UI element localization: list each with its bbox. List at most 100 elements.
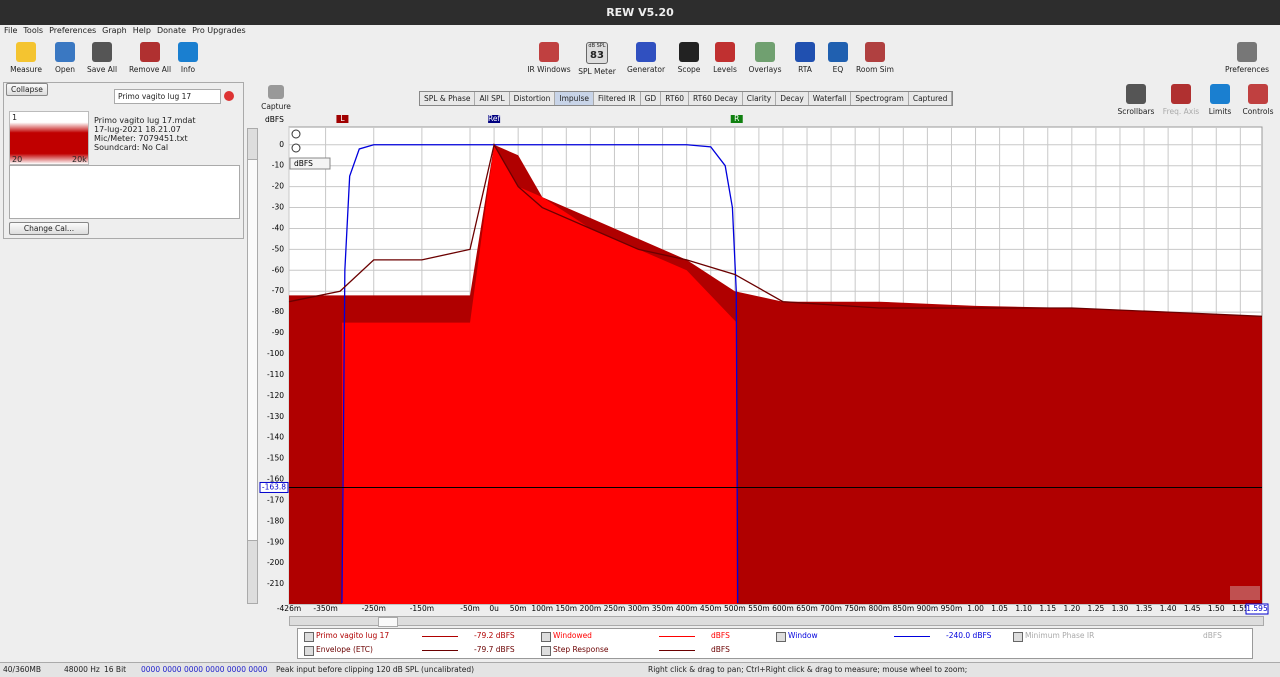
legend-name: Envelope (ETC) [316, 645, 373, 654]
v-scrollbar[interactable] [247, 128, 258, 604]
y-tick-label: 0 [279, 140, 284, 149]
x-tick-label: 450m [700, 604, 722, 613]
cursor-label: -163.8 [262, 482, 286, 491]
tool-button[interactable]: Open [52, 42, 78, 74]
menu-item[interactable]: Tools [23, 26, 44, 35]
legend-line [659, 636, 695, 637]
x-tick-label: 1.45 [1184, 604, 1201, 613]
x-tick-label: 800m [868, 604, 890, 613]
x-tick-label: 1.10 [1015, 604, 1032, 613]
tab[interactable]: Decay [776, 92, 809, 105]
tool-button[interactable]: Save All [78, 42, 126, 74]
h-scrollbar[interactable] [289, 616, 1264, 627]
menu-item[interactable]: Preferences [49, 26, 97, 35]
tool-button[interactable]: Freq. Axis [1160, 84, 1202, 116]
tool-button[interactable]: Overlays [744, 42, 786, 76]
tool-button[interactable]: Controls [1238, 84, 1278, 116]
icon [636, 42, 656, 62]
menu-item[interactable]: File [4, 26, 18, 35]
legend-check[interactable] [1013, 632, 1023, 642]
label: Levels [713, 65, 737, 74]
icon [715, 42, 735, 62]
tab[interactable]: SPL & Phase [420, 92, 476, 105]
name-field[interactable]: Primo vagito lug 17 [114, 89, 221, 104]
menu-item[interactable]: Pro Upgrades [192, 26, 246, 35]
tool-button[interactable]: Scope [672, 42, 706, 76]
x-tick-label: 1.05 [991, 604, 1008, 613]
tool-button[interactable]: IR Windows [524, 42, 574, 76]
tab[interactable]: GD [641, 92, 662, 105]
x-tick-label: -426m [277, 604, 301, 613]
remove-icon[interactable] [224, 91, 234, 101]
tab[interactable]: Filtered IR [594, 92, 641, 105]
thumb-label: 20 [12, 155, 23, 164]
x-tick-label: 50m [510, 604, 527, 613]
menu-item[interactable]: Help [132, 26, 151, 35]
x-tick-label: 600m [772, 604, 794, 613]
label: Preferences [1224, 65, 1270, 74]
notes[interactable] [9, 165, 240, 219]
info-line: Mic/Meter: 7079451.txt [94, 134, 188, 143]
legend-line [422, 650, 458, 651]
y-unit: dBFS [265, 115, 284, 124]
tool-button[interactable]: RTA [786, 42, 824, 76]
y-tick-label: -10 [272, 161, 284, 170]
tab[interactable]: RT60 [661, 92, 690, 105]
tab[interactable]: Waterfall [809, 92, 852, 105]
info-line: Soundcard: No Cal [94, 143, 169, 152]
preferences-button[interactable]: Preferences [1222, 42, 1272, 74]
legend-check[interactable] [541, 632, 551, 642]
icon [1248, 84, 1268, 104]
legend-check[interactable] [541, 646, 551, 656]
legend-check[interactable] [304, 632, 314, 642]
y-tick-label: -70 [272, 286, 284, 295]
tool-button[interactable]: EQ [824, 42, 852, 76]
tool-button[interactable]: Generator [620, 42, 672, 76]
change-cal-button[interactable]: Change Cal... [9, 222, 89, 235]
tool-button[interactable]: Scrollbars [1112, 84, 1160, 116]
legend-name: Window [788, 631, 818, 640]
legend-name: Minimum Phase IR [1025, 631, 1095, 640]
y-tick-label: -110 [267, 370, 284, 379]
tool-button[interactable]: Remove All [126, 42, 174, 74]
tool-button[interactable]: Levels [706, 42, 744, 76]
y-tick-label: -200 [267, 558, 284, 567]
tab[interactable]: Distortion [510, 92, 556, 105]
x-tick-label: 900m [917, 604, 939, 613]
tool-button[interactable]: dB SPL 83 SPL Meter [574, 42, 620, 76]
y-tick-label: -120 [267, 391, 284, 400]
x-tick-label: 850m [893, 604, 915, 613]
tab[interactable]: RT60 Decay [689, 92, 743, 105]
y-tick-label: -140 [267, 433, 284, 442]
tool-button[interactable]: Limits [1202, 84, 1238, 116]
legend-line [422, 636, 458, 637]
legend-name: Primo vagito lug 17 [316, 631, 390, 640]
x-tick-label: 350m [652, 604, 674, 613]
tool-button[interactable]: Room Sim [852, 42, 898, 76]
legend-check[interactable] [304, 646, 314, 656]
capture-button[interactable]: Capture [251, 85, 301, 111]
tab[interactable]: Spectrogram [851, 92, 909, 105]
label: Open [54, 65, 76, 74]
tool-button[interactable]: Info [174, 42, 202, 74]
x-end-label: 1.595 [1246, 604, 1268, 613]
label: Freq. Axis [1162, 107, 1200, 116]
menu-item[interactable]: Donate [156, 26, 187, 35]
marker-label: Ref [488, 114, 500, 123]
tab[interactable]: All SPL [475, 92, 510, 105]
menu-item[interactable]: Graph [102, 26, 127, 35]
label: Scrollbars [1117, 107, 1155, 116]
collapse-button[interactable]: Collapse [6, 83, 48, 96]
label: RTA [798, 65, 812, 74]
tab[interactable]: Captured [909, 92, 953, 105]
tab[interactable]: Impulse [555, 92, 595, 105]
tab[interactable]: Clarity [743, 92, 777, 105]
legend-check[interactable] [776, 632, 786, 642]
x-tick-label: 1.20 [1063, 604, 1080, 613]
label: Generator [626, 65, 666, 74]
y-tick-label: -170 [267, 495, 284, 504]
y-tick-label: -130 [267, 412, 284, 421]
thumbnail[interactable]: 1 20 20k [9, 111, 89, 165]
tool-button[interactable]: Measure [0, 42, 52, 74]
